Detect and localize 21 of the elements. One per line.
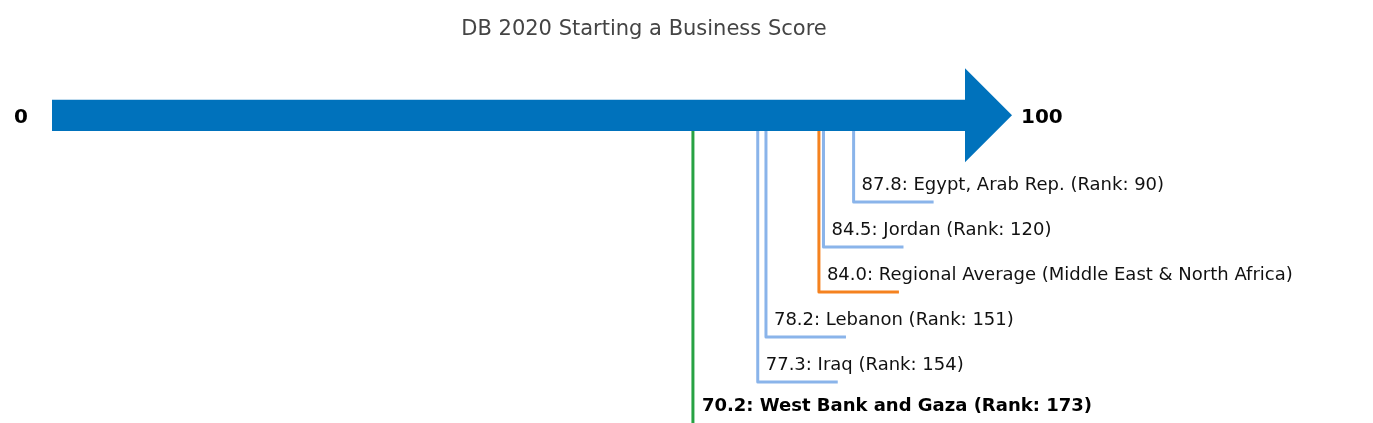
text: : — [901, 173, 908, 194]
category-label: Jordan (Rank: 120) — [882, 218, 1052, 239]
text: DB 2020 Starting a Business Score — [460, 16, 828, 40]
category-label: West Bank and Gaza (Rank: 173) — [759, 394, 1092, 415]
data-label: 78.2 — [773, 308, 815, 329]
data-label: 77.3 — [765, 353, 806, 374]
data-label: 84.5 — [831, 218, 872, 239]
data-label: 70.2 — [701, 394, 747, 415]
text: 100 — [1021, 104, 1063, 128]
category-label: Iraq (Rank: 154) — [817, 353, 964, 374]
text: : — [871, 218, 878, 239]
category-label: Lebanon (Rank: 151) — [825, 308, 1014, 329]
text: : — [805, 353, 812, 374]
text: : — [867, 263, 874, 284]
category-label: Egypt, Arab Rep. (Rank: 90) — [913, 173, 1165, 194]
category-label: Regional Average (Middle East & North Africa) — [878, 263, 1293, 284]
data-label: 84.0 — [826, 263, 867, 284]
text: : — [814, 308, 821, 329]
text: 0 — [14, 104, 28, 128]
text: : — [746, 394, 754, 415]
data-label: 87.8 — [861, 173, 902, 194]
